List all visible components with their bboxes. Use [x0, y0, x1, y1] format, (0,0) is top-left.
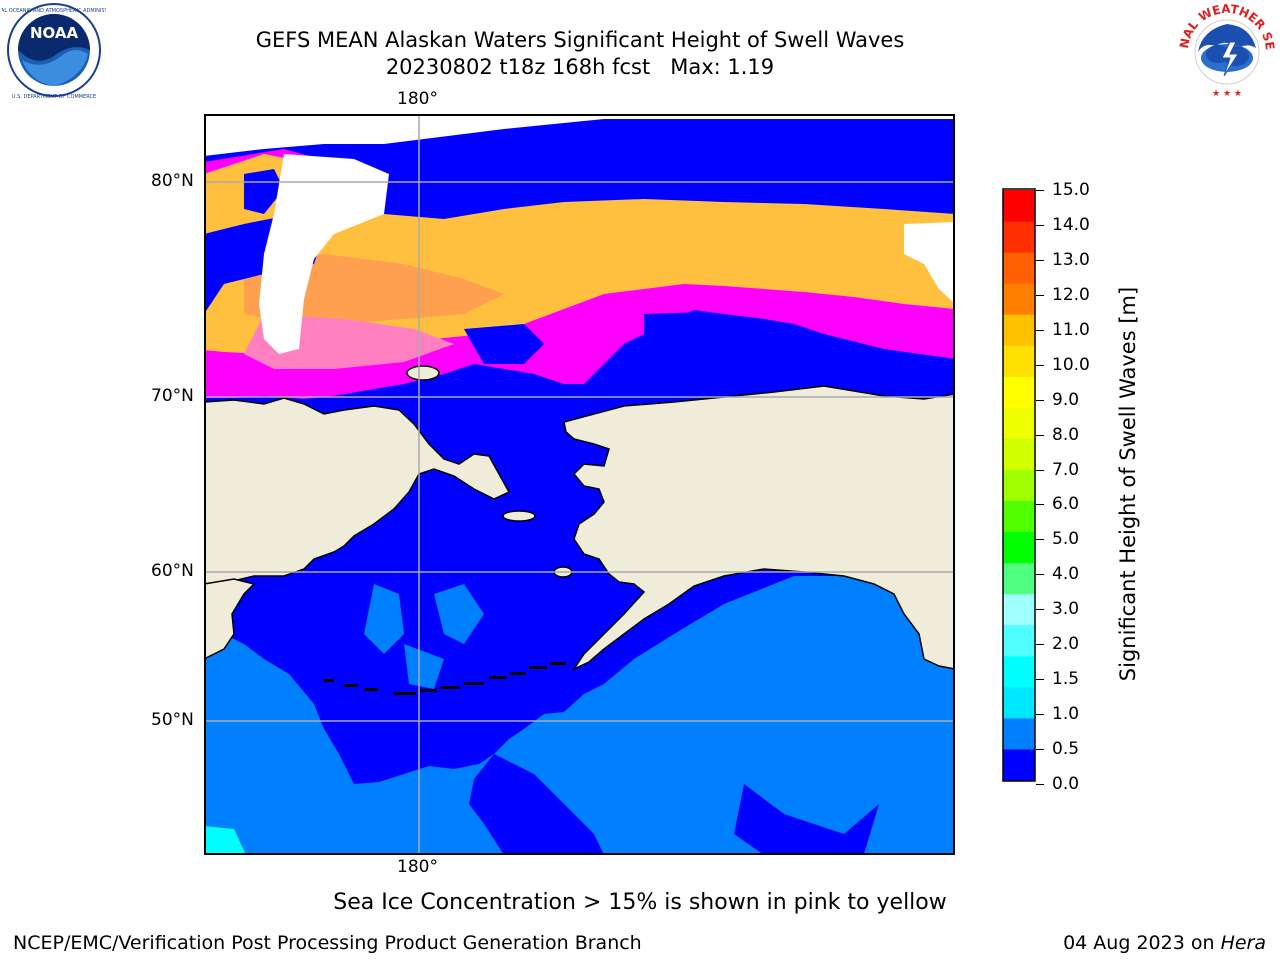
colorbar-tick-mark — [1036, 539, 1044, 541]
lat-label-60: 60°N — [151, 561, 194, 581]
noaa-logo: NOAA NATIONAL OCEANIC AND ATMOSPHERIC AD… — [2, 3, 106, 100]
colorbar-bin — [1003, 686, 1035, 719]
colorbar-tick-mark — [1036, 259, 1044, 261]
colorbar-tick-label: 13.0 — [1052, 249, 1090, 270]
lon-label-bottom: 180° — [397, 857, 438, 877]
colorbar-tick-mark — [1036, 714, 1044, 716]
colorbar-bin — [1003, 531, 1035, 564]
colorbar-tick-mark — [1036, 294, 1044, 296]
footer-left: NCEP/EMC/Verification Post Processing Pr… — [13, 932, 642, 954]
colorbar-tick-label: 12.0 — [1052, 284, 1090, 305]
colorbar-tick-mark — [1036, 749, 1044, 751]
colorbar-tick-mark — [1036, 399, 1044, 401]
ocean-swell-10-15 — [204, 826, 246, 855]
colorbar-tick-label: 0.5 — [1052, 739, 1080, 760]
colorbar-tick-label: 2.0 — [1052, 634, 1080, 655]
swell-map — [204, 114, 955, 855]
colorbar-tick-mark — [1036, 190, 1044, 191]
colorbar-bin — [1003, 438, 1035, 470]
svg-text:★ ★ ★: ★ ★ ★ — [1212, 89, 1242, 99]
colorbar-tick-mark — [1036, 784, 1044, 785]
colorbar-tick-mark — [1036, 469, 1044, 471]
colorbar-bin — [1003, 469, 1035, 502]
chart-title: GEFS MEAN Alaskan Waters Significant Hei… — [255, 28, 905, 52]
graticule — [204, 114, 955, 855]
colorbar-bin — [1003, 748, 1035, 781]
lon-label-top: 180° — [397, 89, 438, 109]
colorbar-tick-label: 5.0 — [1052, 529, 1080, 550]
colorbar-tick-mark — [1036, 329, 1044, 331]
colorbar-tick-mark — [1036, 224, 1044, 226]
colorbar — [1002, 188, 1036, 782]
colorbar-tick-label: 14.0 — [1052, 214, 1090, 235]
colorbar-tick-mark — [1036, 644, 1044, 646]
colorbar-bin — [1003, 283, 1035, 315]
chart-subtitle: 20230802 t18z 168h fcst Max: 1.19 — [385, 55, 775, 79]
colorbar-bin — [1003, 407, 1035, 439]
footer-right: 04 Aug 2023 on Hera — [1063, 932, 1266, 954]
colorbar-bin — [1003, 500, 1035, 533]
colorbar-tick-label: 10.0 — [1052, 354, 1090, 375]
colorbar-bin — [1003, 655, 1035, 688]
svg-text:NATIONAL OCEANIC AND ATMOSPHER: NATIONAL OCEANIC AND ATMOSPHERIC ADMINIS… — [2, 8, 106, 14]
colorbar-tick-mark — [1036, 504, 1044, 506]
colorbar-bin — [1003, 376, 1035, 408]
colorbar-tick-label: 6.0 — [1052, 494, 1080, 515]
footer-date: 04 Aug 2023 on — [1063, 932, 1221, 954]
colorbar-tick-label: 1.0 — [1052, 704, 1080, 725]
colorbar-bin — [1003, 562, 1035, 595]
colorbar-bin — [1003, 221, 1035, 253]
aleutian-islands — [324, 662, 566, 695]
colorbar-tick-label: 11.0 — [1052, 319, 1090, 340]
colorbar-tick-label: 15.0 — [1052, 180, 1090, 200]
colorbar-tick-mark — [1036, 364, 1044, 366]
lat-label-50: 50°N — [151, 710, 194, 730]
colorbar-tick-label: 1.5 — [1052, 669, 1080, 690]
lat-label-70: 70°N — [151, 386, 194, 406]
colorbar-bin — [1003, 252, 1035, 284]
colorbar-tick-mark — [1036, 574, 1044, 576]
footer-host: Hera — [1220, 932, 1266, 954]
colorbar-tick-label: 8.0 — [1052, 424, 1080, 445]
colorbar-bin — [1003, 190, 1035, 222]
colorbar-bin — [1003, 314, 1035, 346]
svg-text:NOAA: NOAA — [30, 24, 79, 42]
nws-logo: NATIONAL WEATHER SERVICE ★ ★ ★ — [1176, 2, 1277, 99]
lat-label-80: 80°N — [151, 171, 194, 191]
colorbar-tick-label: 3.0 — [1052, 599, 1080, 620]
sea-ice-note: Sea Ice Concentration > 15% is shown in … — [333, 890, 947, 915]
colorbar-tick-mark — [1036, 434, 1044, 436]
colorbar-tick-mark — [1036, 679, 1044, 681]
svg-text:U.S. DEPARTMENT OF COMMERCE: U.S. DEPARTMENT OF COMMERCE — [12, 94, 96, 100]
colorbar-tick-label: 9.0 — [1052, 389, 1080, 410]
colorbar-tick-label: 0.0 — [1052, 774, 1080, 794]
colorbar-tick-mark — [1036, 609, 1044, 611]
colorbar-tick-label: 7.0 — [1052, 459, 1080, 480]
colorbar-bin — [1003, 624, 1035, 657]
land-siberia — [204, 397, 511, 585]
colorbar-bin — [1003, 717, 1035, 750]
colorbar-bin — [1003, 593, 1035, 626]
colorbar-tick-label: 4.0 — [1052, 564, 1080, 585]
colorbar-label: Significant Height of Swell Waves [m] — [1116, 286, 1140, 682]
no-data-white — [204, 114, 955, 156]
colorbar-bin — [1003, 345, 1035, 377]
map-frame — [204, 114, 955, 855]
